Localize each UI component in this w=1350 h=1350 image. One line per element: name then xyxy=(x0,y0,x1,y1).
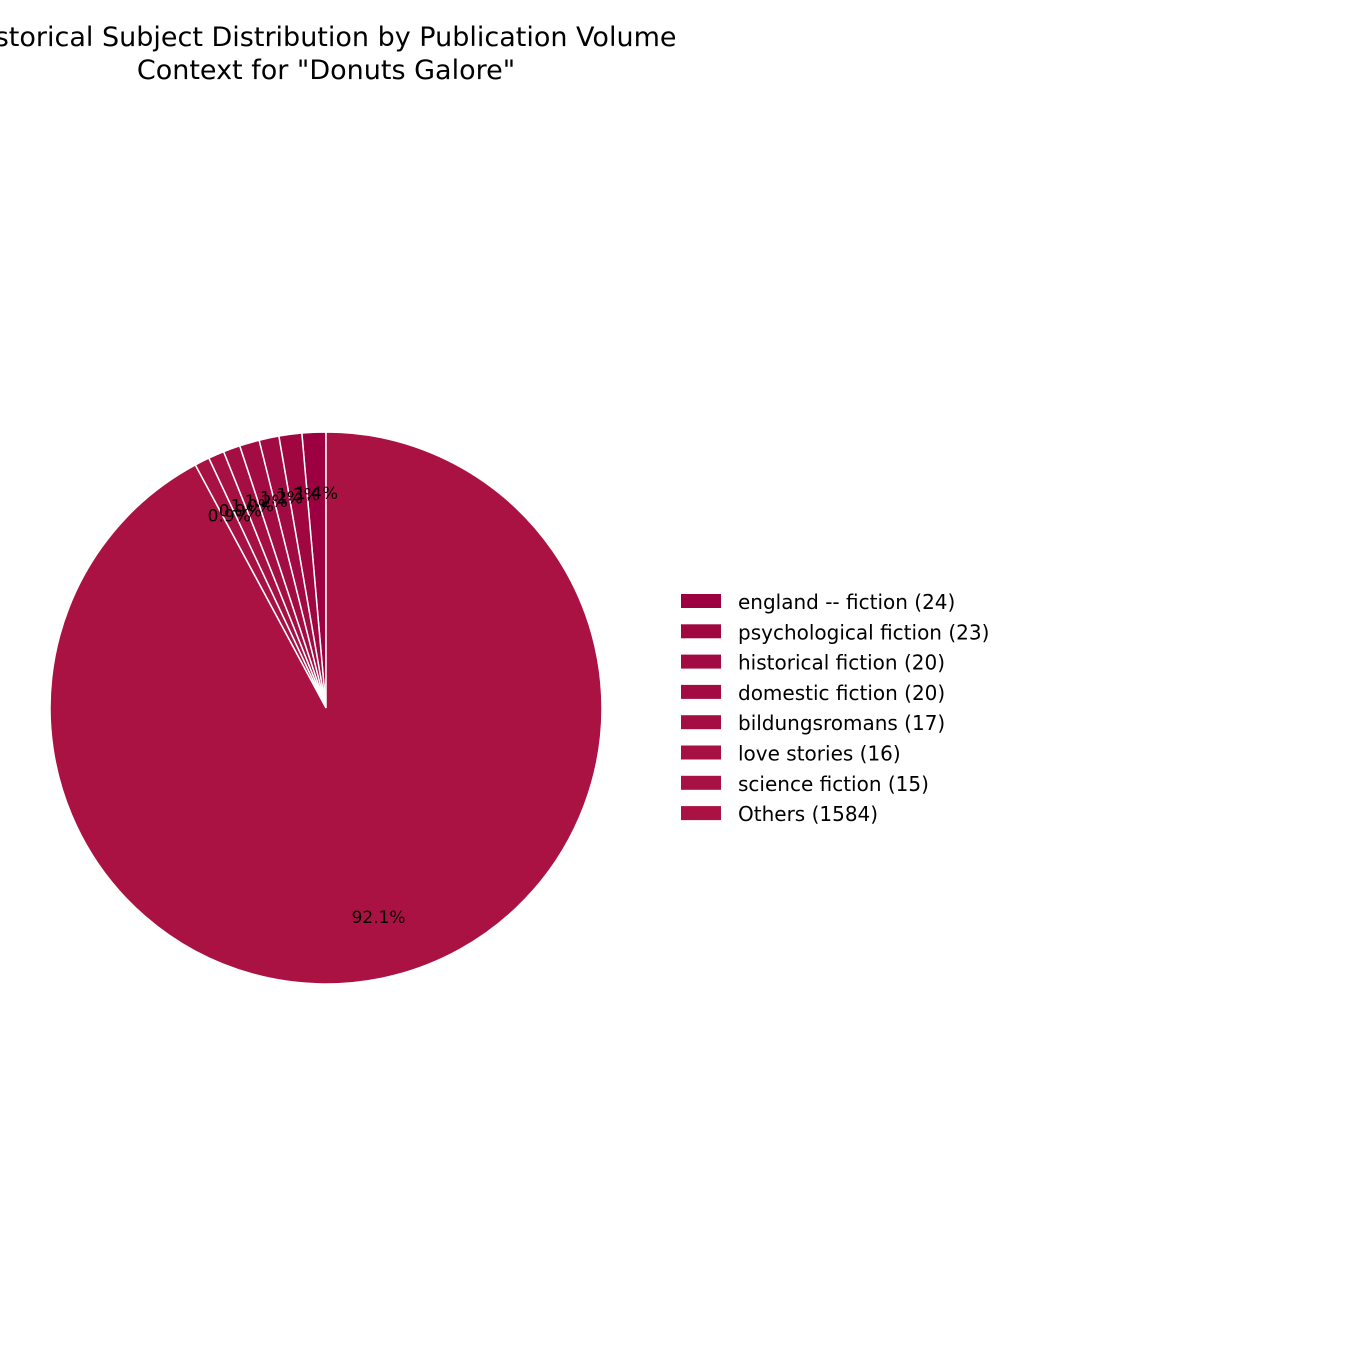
legend-swatch xyxy=(681,806,721,821)
legend-item: bildungsromans (17) xyxy=(681,711,945,735)
chart-title-line-2: Context for "Donuts Galore" xyxy=(137,55,515,86)
legend-item: science fiction (15) xyxy=(681,772,929,796)
pie-percentage-labels: 1.4%1.3%1.2%1.2%1.0%0.9%0.9% 92.1% xyxy=(208,484,406,928)
legend-swatch xyxy=(681,775,721,790)
legend-label: Others (1584) xyxy=(738,802,878,826)
pie-slices xyxy=(49,431,603,985)
legend-swatch xyxy=(681,624,721,639)
legend-label: england -- fiction (24) xyxy=(738,590,955,614)
pie-percentage-label: 1.4% xyxy=(295,484,338,504)
legend-swatch xyxy=(681,745,721,760)
legend-label: psychological fiction (23) xyxy=(738,620,989,644)
legend-label: domestic fiction (20) xyxy=(738,681,945,705)
legend-item: love stories (16) xyxy=(681,742,901,766)
legend-item: england -- fiction (24) xyxy=(681,590,955,614)
legend-swatch xyxy=(681,684,721,699)
legend-item: domestic fiction (20) xyxy=(681,681,945,705)
legend-item: Others (1584) xyxy=(681,802,878,826)
legend-swatch xyxy=(681,654,721,669)
legend-swatch xyxy=(681,715,721,730)
chart-title-line-1: Historical Subject Distribution by Publi… xyxy=(0,22,676,53)
pie-percentage-label: 0.9% xyxy=(208,507,251,527)
legend-label: historical fiction (20) xyxy=(738,651,945,675)
legend-label: science fiction (15) xyxy=(738,772,929,796)
pie-percentage-label: 1.2% xyxy=(245,492,288,512)
legend-item: psychological fiction (23) xyxy=(681,620,989,644)
pie-percentage-label: 0.9% xyxy=(219,502,262,522)
chart-title: Historical Subject Distribution by Publi… xyxy=(0,22,685,86)
legend-label: bildungsromans (17) xyxy=(738,711,945,735)
legend: england -- fiction (24) psychological fic… xyxy=(681,590,989,826)
pie-percentage-label: 1.0% xyxy=(231,497,274,517)
pie-percentage-label: 1.3% xyxy=(277,486,320,506)
legend-label: love stories (16) xyxy=(738,742,901,766)
legend-item: historical fiction (20) xyxy=(681,651,945,675)
pie-slice-others xyxy=(49,431,603,985)
legend-swatch xyxy=(681,594,721,608)
pie-percentage-label: 92.1% xyxy=(352,908,406,928)
pie-percentage-label: 1.2% xyxy=(260,488,303,508)
